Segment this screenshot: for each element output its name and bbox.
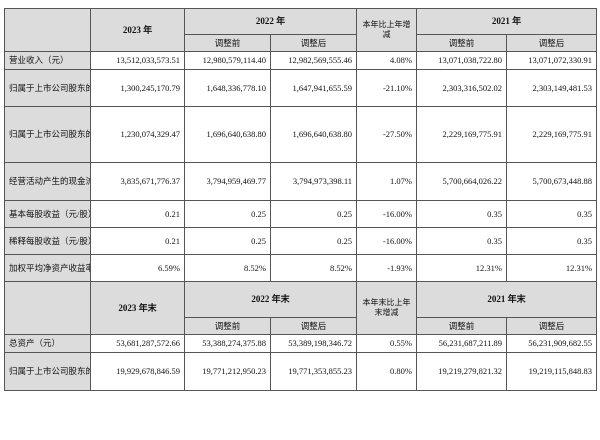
table-row: 归属于上市公司股东的扣除非经常性损益的净利润（元） 1,230,074,329.… — [4, 106, 598, 163]
value-change: 0.80% — [356, 352, 418, 391]
value-2021-before: 13,071,038,722.80 — [416, 51, 508, 70]
header-2021-end: 2021 年末 — [416, 281, 598, 318]
value-2022-before: 0.25 — [184, 227, 271, 255]
value-2022-before: 19,771,212,950.23 — [184, 352, 271, 391]
header-2021-after: 调整后 — [506, 34, 598, 52]
header-change-end: 本年末比上年末增减 — [356, 281, 418, 335]
table-row: 归属于上市公司股东的净资产（元） 19,929,678,846.59 19,77… — [4, 352, 598, 391]
financial-data-table: 2023 年 2022 年 本年比上年增减 2021 年 调整前 调整后 调整前… — [4, 8, 598, 391]
value-2021-before: 0.35 — [416, 227, 508, 255]
table-row: 总资产（元） 53,681,287,572.66 53,388,274,375.… — [4, 334, 598, 353]
value-change: -27.50% — [356, 106, 418, 163]
value-2022-after: 19,771,353,855.23 — [269, 352, 358, 391]
value-2021-after: 0.35 — [506, 227, 598, 255]
value-2021-before: 56,231,687,211.89 — [416, 334, 508, 353]
value-2021-after: 56,231,909,682.55 — [506, 334, 598, 353]
value-2021-before: 19,219,279,821.32 — [416, 352, 508, 391]
header-2022-before: 调整前 — [184, 34, 271, 52]
value-2022-before: 1,648,336,778.10 — [184, 69, 271, 107]
value-2022-after: 53,389,198,346.72 — [269, 334, 358, 353]
value-2023: 53,681,287,572.66 — [90, 334, 185, 353]
value-2021-after: 12.31% — [506, 254, 598, 282]
row-label: 总资产（元） — [4, 334, 91, 353]
value-2021-before: 2,303,316,502.02 — [416, 69, 508, 107]
value-change: 1.07% — [356, 162, 418, 201]
value-2022-before: 8.52% — [184, 254, 271, 282]
value-2022-after: 12,982,569,555.46 — [269, 51, 358, 70]
header-2022: 2022 年 — [183, 8, 358, 35]
header-row-sub: 调整前 调整后 调整前 调整后 — [5, 317, 598, 335]
header-2021-end-after: 调整后 — [506, 317, 598, 335]
value-2022-before: 0.25 — [184, 200, 271, 228]
header-2021-before: 调整前 — [416, 34, 508, 52]
value-2022-after: 1,647,941,655.59 — [269, 69, 358, 107]
header-2022-end-after: 调整后 — [269, 317, 358, 335]
row-label: 加权平均净资产收益率 — [4, 254, 91, 282]
value-change: 0.55% — [356, 334, 418, 353]
value-2021-after: 2,303,149,481.53 — [506, 69, 598, 107]
value-change: -1.93% — [356, 254, 418, 282]
value-2022-before: 12,980,579,114.40 — [184, 51, 271, 70]
value-2021-after: 0.35 — [506, 200, 598, 228]
row-label: 基本每股收益（元/股） — [4, 200, 91, 228]
value-2023: 3,835,671,776.37 — [90, 162, 185, 201]
table-row: 归属于上市公司股东的净利润（元） 1,300,245,170.79 1,648,… — [4, 69, 598, 107]
value-2023: 6.59% — [90, 254, 185, 282]
row-label: 营业收入（元） — [4, 51, 91, 70]
corner-cell — [4, 8, 91, 52]
value-2022-after: 1,696,640,638.80 — [269, 106, 358, 163]
row-label: 归属于上市公司股东的扣除非经常性损益的净利润（元） — [4, 106, 91, 163]
value-2022-after: 3,794,973,398.11 — [269, 162, 358, 201]
row-label: 稀释每股收益（元/股） — [4, 227, 91, 255]
value-change: -16.00% — [356, 227, 418, 255]
value-2023: 1,300,245,170.79 — [90, 69, 185, 107]
value-2021-before: 5,700,664,026.22 — [416, 162, 508, 201]
header-2021-end-before: 调整前 — [416, 317, 508, 335]
value-2021-after: 2,229,169,775.91 — [506, 106, 598, 163]
table-row: 经营活动产生的现金流量净额（元） 3,835,671,776.37 3,794,… — [4, 162, 598, 201]
table-row: 加权平均净资产收益率 6.59% 8.52% 8.52% -1.93% 12.3… — [4, 254, 598, 282]
header-2023: 2023 年 — [90, 8, 185, 52]
value-change: -16.00% — [356, 200, 418, 228]
row-label: 归属于上市公司股东的净资产（元） — [4, 352, 91, 391]
header-2023-end: 2023 年末 — [90, 281, 185, 335]
row-label: 经营活动产生的现金流量净额（元） — [4, 162, 91, 201]
value-2021-after: 13,071,072,330.91 — [506, 51, 598, 70]
row-label: 归属于上市公司股东的净利润（元） — [4, 69, 91, 107]
value-2022-after: 0.25 — [269, 200, 358, 228]
value-change: -21.10% — [356, 69, 418, 107]
value-2022-after: 0.25 — [269, 227, 358, 255]
value-2021-after: 5,700,673,448.88 — [506, 162, 598, 201]
corner-cell — [4, 281, 91, 335]
header-change: 本年比上年增减 — [356, 8, 418, 52]
value-2022-before: 3,794,959,469.77 — [184, 162, 271, 201]
value-change: 4.08% — [356, 51, 418, 70]
table-row: 基本每股收益（元/股） 0.21 0.25 0.25 -16.00% 0.35 … — [4, 200, 598, 228]
header-row-top: 2023 年末 2022 年末 本年末比上年末增减 2021 年末 — [4, 281, 598, 335]
value-2021-after: 19,219,115,848.83 — [506, 352, 598, 391]
financial-data-table-container: 2023 年 2022 年 本年比上年增减 2021 年 调整前 调整后 调整前… — [4, 8, 598, 391]
value-2023: 19,929,678,846.59 — [90, 352, 185, 391]
value-2023: 1,230,074,329.47 — [90, 106, 185, 163]
value-2022-before: 53,388,274,375.88 — [184, 334, 271, 353]
value-2021-before: 0.35 — [416, 200, 508, 228]
header-2022-end-before: 调整前 — [184, 317, 271, 335]
value-2022-after: 8.52% — [269, 254, 358, 282]
header-row-top: 2023 年 2022 年 本年比上年增减 2021 年 — [4, 8, 598, 52]
value-2022-before: 1,696,640,638.80 — [184, 106, 271, 163]
header-2022-end: 2022 年末 — [183, 281, 358, 318]
table-row: 稀释每股收益（元/股） 0.21 0.25 0.25 -16.00% 0.35 … — [4, 227, 598, 255]
header-2022-after: 调整后 — [269, 34, 358, 52]
value-2021-before: 12.31% — [416, 254, 508, 282]
header-2021: 2021 年 — [416, 8, 598, 35]
value-2023: 13,512,033,573.51 — [90, 51, 185, 70]
value-2023: 0.21 — [90, 227, 185, 255]
value-2023: 0.21 — [90, 200, 185, 228]
value-2021-before: 2,229,169,775.91 — [416, 106, 508, 163]
table-row: 营业收入（元） 13,512,033,573.51 12,980,579,114… — [4, 51, 598, 70]
